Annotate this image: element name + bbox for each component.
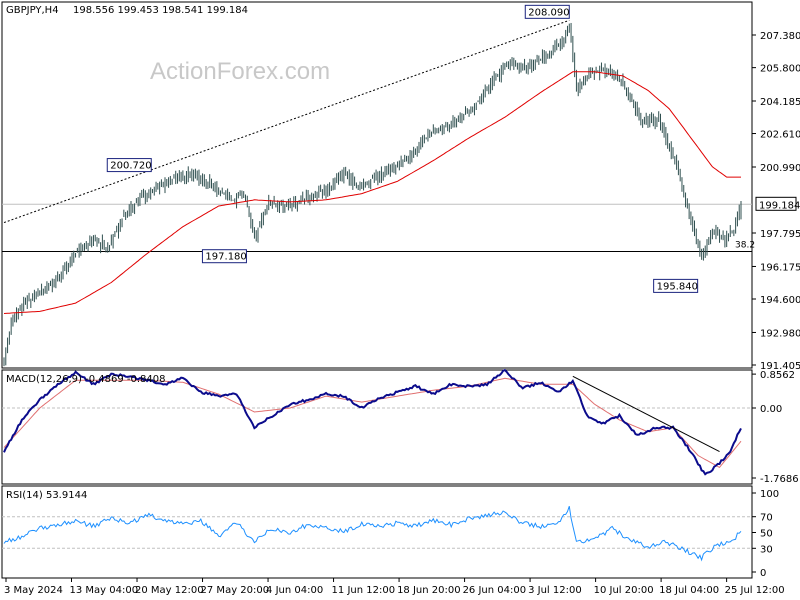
- symbol-label: GBPJPY,H4: [6, 5, 59, 16]
- x-axis-label: 20 May 12:00: [135, 585, 204, 596]
- rsi-axis-label: 50: [760, 529, 773, 540]
- macd-trendline: [572, 375, 720, 452]
- price-axis-label: 205.800: [760, 64, 800, 75]
- price-axis-label: 207.380: [760, 31, 800, 42]
- x-axis-label: 18 Jul 04:00: [659, 585, 719, 596]
- x-axis-label: 10 Jul 20:00: [594, 585, 654, 596]
- rsi-axis-label: 30: [760, 544, 773, 555]
- x-axis-label: 13 May 04:00: [70, 585, 139, 596]
- macd-panel-frame: [1, 369, 753, 485]
- fib-label: 38.2: [735, 240, 755, 250]
- x-axis-label: 18 Jun 20:00: [397, 585, 461, 596]
- price-axis-label: 194.600: [760, 295, 800, 306]
- last-price-tag: [755, 196, 797, 211]
- macd-line: [3, 368, 742, 476]
- rsi-panel: [2, 506, 752, 562]
- x-axis-label: 3 May 2024: [4, 585, 63, 596]
- watermark: ActionForex.com: [150, 58, 330, 85]
- price-panel-frame: [1, 1, 753, 369]
- price-axis-label: 200.990: [760, 163, 800, 174]
- rsi-axis-label: 100: [760, 489, 779, 500]
- macd-axis-label: 0.00: [760, 404, 782, 415]
- ohlc-label: 198.556 199.453 198.541 199.184: [73, 5, 248, 16]
- level-tag-label: 200.720: [110, 161, 151, 172]
- level-tag-box: [201, 249, 247, 264]
- rsi-axis-label: 0: [760, 568, 766, 579]
- price-axis-label: 202.610: [760, 130, 800, 141]
- rsi-title: RSI(14) 53.9144: [6, 490, 87, 501]
- price-axis-label: 196.175: [760, 262, 800, 273]
- x-axis-label: 25 Jul 12:00: [725, 585, 785, 596]
- level-tag-box: [653, 278, 699, 293]
- moving-average-line: [3, 71, 741, 314]
- macd-axis-label: 0.8562: [760, 370, 795, 381]
- level-tag-label: 197.180: [205, 252, 246, 263]
- price-axis-label: 191.405: [760, 361, 800, 372]
- macd-panel: [2, 368, 752, 476]
- level-tag-box: [524, 4, 570, 19]
- last-price-label: 199.184: [759, 200, 800, 211]
- x-axis-label: 3 Jul 12:00: [528, 585, 582, 596]
- rsi-line: [3, 506, 742, 562]
- rsi-axis-label: 70: [760, 513, 773, 524]
- level-tag-box: [106, 158, 152, 173]
- price-axis-label: 204.185: [760, 97, 800, 108]
- level-tag-label: 208.090: [528, 7, 569, 18]
- price-axis-label: 192.980: [760, 328, 800, 339]
- x-axis-label: 11 Jun 12:00: [332, 585, 396, 596]
- level-tag-label: 195.840: [657, 281, 698, 292]
- axes: 207.380 205.800 204.185 202.610 200.990 197.7…: [4, 31, 800, 596]
- x-axis-label: 4 Jun 04:00: [266, 585, 323, 596]
- x-axis-label: 26 Jun 04:00: [463, 585, 527, 596]
- macd-title: MACD(12,26,9) -0.4869 -0.8408: [6, 374, 166, 385]
- x-axis-label: 27 May 20:00: [201, 585, 270, 596]
- macd-axis-label: -1.7686: [760, 474, 799, 485]
- price-panel: 208.090 200.720 197.180 195.840 38.2: [2, 4, 755, 367]
- price-axis-label: 197.795: [760, 229, 800, 240]
- price-trendline: [3, 19, 570, 224]
